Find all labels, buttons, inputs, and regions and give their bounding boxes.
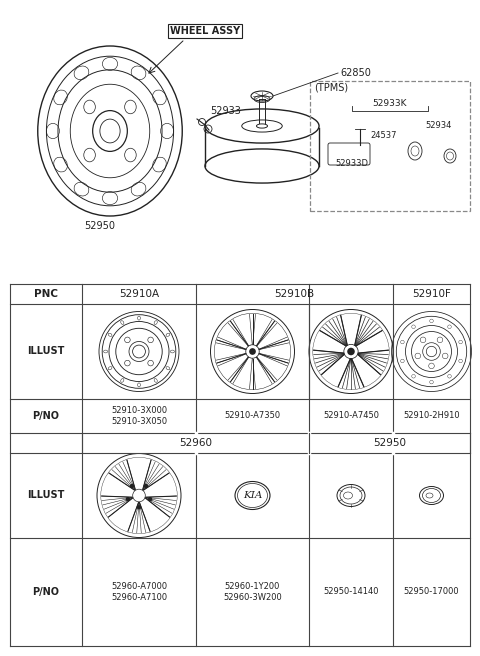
Text: (TPMS): (TPMS)	[314, 83, 348, 93]
Text: P/NO: P/NO	[33, 411, 60, 421]
Text: 52910B: 52910B	[275, 289, 314, 299]
Text: 52933: 52933	[210, 106, 241, 116]
Text: KIA: KIA	[243, 491, 262, 500]
Circle shape	[138, 506, 141, 509]
Text: 52910-A7450: 52910-A7450	[323, 411, 379, 420]
Text: 52910F: 52910F	[412, 289, 451, 299]
Text: ILLUST: ILLUST	[27, 491, 65, 501]
Text: 62850: 62850	[340, 68, 371, 78]
Text: 52960: 52960	[179, 438, 212, 448]
Text: 52950: 52950	[373, 438, 406, 448]
Text: 52910-3X000
52910-3X050: 52910-3X000 52910-3X050	[111, 405, 167, 426]
Text: PNC: PNC	[34, 289, 58, 299]
Text: 52910A: 52910A	[119, 289, 159, 299]
Text: ILLUST: ILLUST	[27, 346, 65, 356]
Circle shape	[144, 485, 147, 487]
Text: 52933D: 52933D	[335, 159, 368, 167]
Text: 52933K: 52933K	[373, 99, 407, 108]
Circle shape	[126, 498, 129, 501]
Text: 52950-14140: 52950-14140	[323, 588, 379, 596]
Text: 52910-A7350: 52910-A7350	[225, 411, 281, 420]
Text: 52910-2H910: 52910-2H910	[403, 411, 460, 420]
Circle shape	[249, 348, 256, 355]
Text: 24537: 24537	[370, 131, 396, 140]
Text: 52960-1Y200
52960-3W200: 52960-1Y200 52960-3W200	[223, 582, 282, 602]
Text: 52934: 52934	[425, 121, 451, 131]
Circle shape	[149, 498, 152, 501]
Text: WHEEL ASSY: WHEEL ASSY	[170, 26, 240, 36]
Circle shape	[131, 485, 133, 487]
Text: 52950-17000: 52950-17000	[404, 588, 459, 596]
Text: 52950: 52950	[84, 221, 116, 231]
Circle shape	[347, 348, 355, 356]
Text: P/NO: P/NO	[33, 587, 60, 597]
Text: 52960-A7000
52960-A7100: 52960-A7000 52960-A7100	[111, 582, 167, 602]
